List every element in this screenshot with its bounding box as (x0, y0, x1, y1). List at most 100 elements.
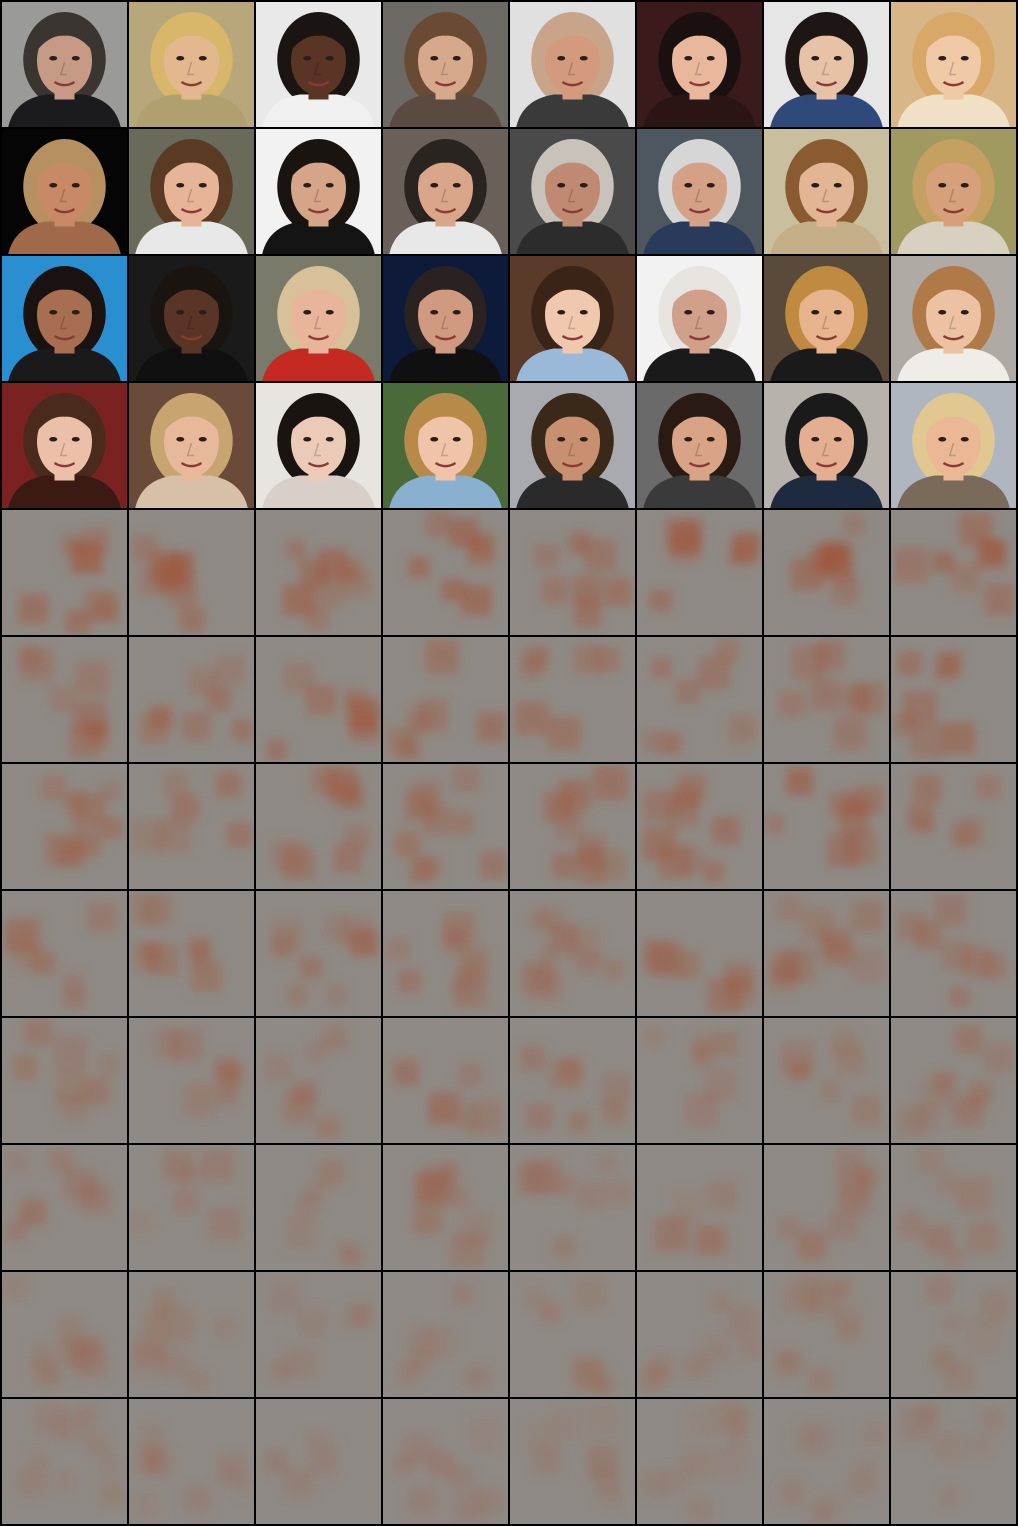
noise-pattern (637, 1145, 762, 1270)
noise-pattern (891, 1272, 1016, 1397)
noise-pattern (256, 1399, 381, 1524)
noise-pattern (129, 1018, 254, 1143)
face-photo-illustration (129, 383, 254, 508)
face-photo-tile (2, 383, 127, 508)
noise-pattern (764, 1145, 889, 1270)
noise-pattern (129, 637, 254, 762)
noise-sample-tile (510, 1145, 635, 1270)
face-photo-tile (764, 383, 889, 508)
noise-sample-tile (2, 764, 127, 889)
noise-sample-tile (637, 1272, 762, 1397)
noise-sample-tile (891, 637, 1016, 762)
noise-sample-tile (256, 1399, 381, 1524)
noise-sample-tile (2, 1272, 127, 1397)
noise-pattern (510, 764, 635, 889)
face-photo-illustration (383, 256, 508, 381)
face-photo-tile (256, 2, 381, 127)
face-photo-illustration (129, 129, 254, 254)
noise-pattern (2, 1272, 127, 1397)
face-photo-illustration (637, 383, 762, 508)
noise-pattern (891, 1399, 1016, 1524)
noise-pattern (383, 510, 508, 635)
noise-sample-tile (891, 1399, 1016, 1524)
noise-pattern (129, 1272, 254, 1397)
noise-pattern (891, 637, 1016, 762)
noise-pattern (129, 510, 254, 635)
noise-sample-tile (2, 510, 127, 635)
noise-pattern (256, 637, 381, 762)
noise-sample-tile (637, 891, 762, 1016)
face-photo-illustration (637, 2, 762, 127)
noise-sample-tile (256, 1145, 381, 1270)
noise-sample-tile (510, 891, 635, 1016)
noise-sample-tile (129, 510, 254, 635)
face-photo-illustration (764, 256, 889, 381)
noise-pattern (510, 891, 635, 1016)
face-photo-illustration (510, 2, 635, 127)
noise-pattern (2, 891, 127, 1016)
noise-sample-tile (891, 1145, 1016, 1270)
noise-pattern (637, 1399, 762, 1524)
face-photo-illustration (891, 256, 1016, 381)
noise-sample-tile (510, 1399, 635, 1524)
noise-sample-tile (129, 637, 254, 762)
noise-pattern (383, 1145, 508, 1270)
noise-sample-tile (891, 1272, 1016, 1397)
face-photo-tile (764, 129, 889, 254)
noise-sample-tile (383, 1272, 508, 1397)
noise-pattern (764, 1399, 889, 1524)
noise-sample-tile (510, 510, 635, 635)
noise-sample-tile (637, 764, 762, 889)
noise-pattern (256, 1145, 381, 1270)
face-photo-illustration (891, 2, 1016, 127)
noise-pattern (510, 637, 635, 762)
noise-sample-tile (764, 637, 889, 762)
noise-pattern (256, 891, 381, 1016)
noise-sample-tile (891, 510, 1016, 635)
noise-pattern (510, 1018, 635, 1143)
noise-pattern (637, 764, 762, 889)
face-photo-illustration (510, 256, 635, 381)
noise-pattern (891, 1018, 1016, 1143)
noise-sample-tile (2, 1018, 127, 1143)
noise-sample-tile (764, 1145, 889, 1270)
noise-sample-tile (764, 1399, 889, 1524)
face-photo-tile (637, 2, 762, 127)
noise-sample-tile (637, 1018, 762, 1143)
noise-sample-tile (256, 764, 381, 889)
noise-sample-tile (256, 510, 381, 635)
noise-pattern (256, 1018, 381, 1143)
noise-pattern (129, 891, 254, 1016)
noise-sample-tile (510, 1272, 635, 1397)
face-photo-illustration (129, 2, 254, 127)
face-photo-tile (129, 129, 254, 254)
noise-sample-tile (129, 1145, 254, 1270)
noise-pattern (637, 891, 762, 1016)
noise-pattern (510, 1272, 635, 1397)
noise-pattern (383, 764, 508, 889)
face-photo-tile (510, 383, 635, 508)
face-photo-illustration (129, 256, 254, 381)
face-photo-illustration (891, 383, 1016, 508)
face-photo-tile (256, 383, 381, 508)
face-photo-illustration (256, 129, 381, 254)
noise-pattern (383, 891, 508, 1016)
face-photo-illustration (256, 256, 381, 381)
noise-pattern (637, 510, 762, 635)
face-photo-tile (764, 256, 889, 381)
noise-pattern (129, 1145, 254, 1270)
face-photo-tile (129, 383, 254, 508)
noise-sample-tile (2, 1399, 127, 1524)
noise-pattern (510, 1145, 635, 1270)
face-photo-illustration (891, 129, 1016, 254)
noise-sample-tile (510, 637, 635, 762)
noise-sample-tile (129, 1272, 254, 1397)
noise-sample-tile (891, 891, 1016, 1016)
noise-pattern (510, 510, 635, 635)
noise-sample-tile (383, 637, 508, 762)
noise-sample-tile (129, 764, 254, 889)
noise-pattern (383, 1018, 508, 1143)
noise-pattern (383, 1399, 508, 1524)
face-photo-illustration (256, 2, 381, 127)
noise-sample-tile (637, 637, 762, 762)
